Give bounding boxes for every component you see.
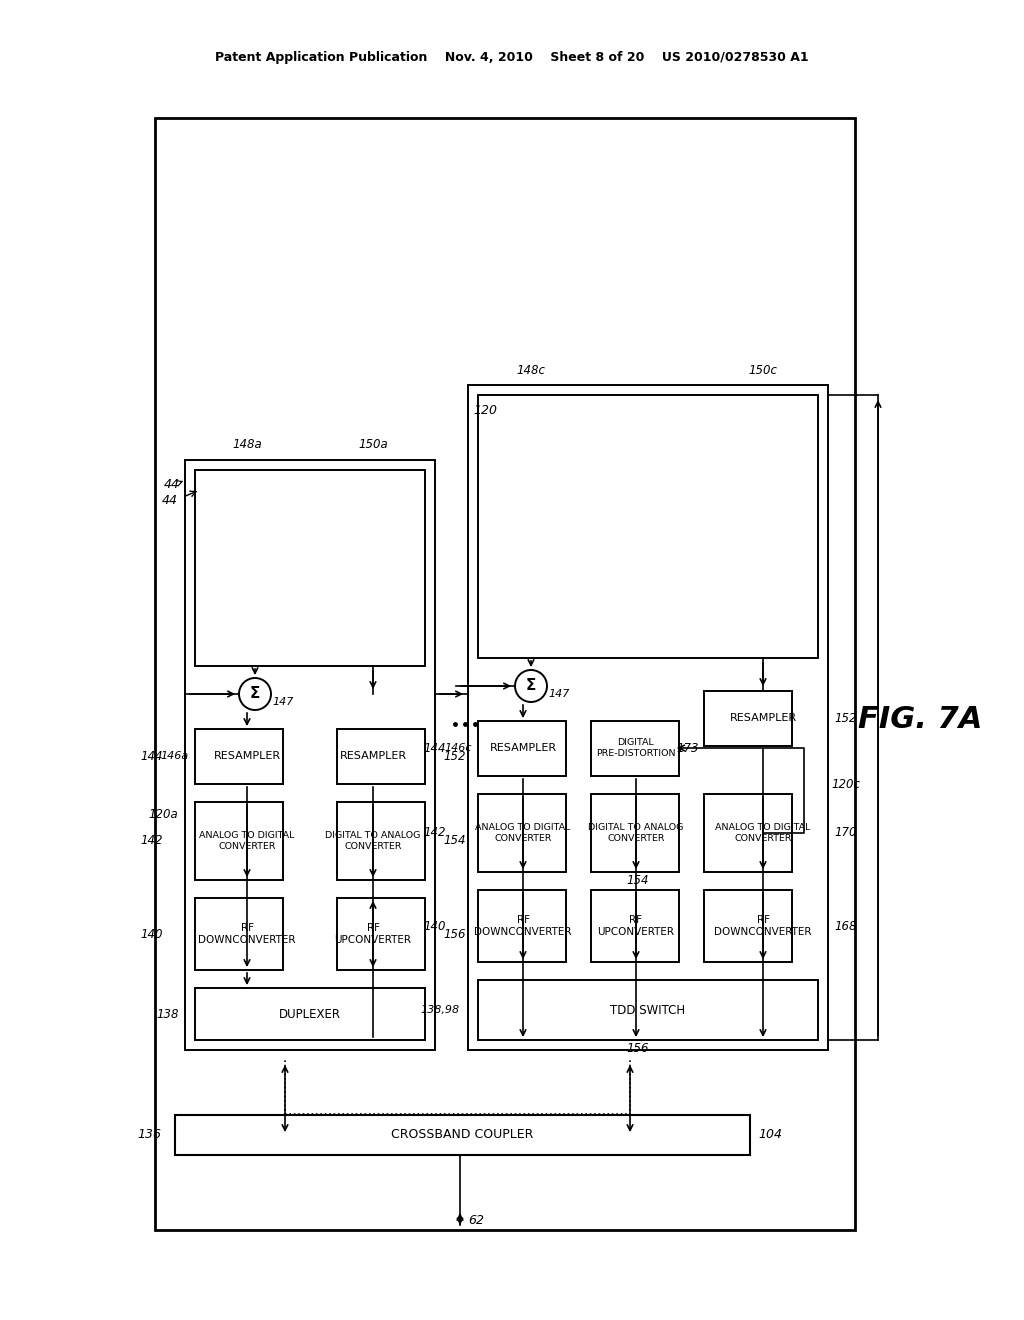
Text: DIGITAL
PRE-DISTORTION: DIGITAL PRE-DISTORTION (596, 738, 676, 758)
Text: ANALOG TO DIGITAL
CONVERTER: ANALOG TO DIGITAL CONVERTER (200, 832, 295, 850)
Text: 156: 156 (627, 1041, 649, 1055)
Bar (195, 898, 283, 970)
Text: 170: 170 (835, 826, 857, 840)
Bar (195, 987, 425, 1040)
Bar (478, 795, 566, 873)
Text: 156: 156 (443, 928, 466, 940)
Text: 138,98: 138,98 (421, 1005, 460, 1015)
Text: 140: 140 (140, 928, 163, 940)
Bar (337, 803, 425, 880)
Text: RESAMPLER: RESAMPLER (213, 751, 281, 762)
Text: 146c: 146c (444, 743, 472, 752)
Text: RESAMPLER: RESAMPLER (729, 713, 797, 723)
Text: 146a: 146a (161, 751, 189, 762)
Bar (705, 795, 792, 873)
Text: 154: 154 (443, 834, 466, 847)
Bar (195, 803, 283, 880)
Text: FIG. 7A: FIG. 7A (858, 705, 982, 734)
Text: 104: 104 (758, 1129, 782, 1142)
Text: 150a: 150a (358, 438, 388, 451)
Bar (705, 690, 792, 746)
Text: 142: 142 (140, 834, 163, 847)
Text: 144: 144 (140, 750, 163, 763)
Text: ANALOG TO DIGITAL
CONVERTER: ANALOG TO DIGITAL CONVERTER (716, 824, 811, 842)
Text: 168: 168 (835, 920, 857, 932)
Text: 138: 138 (157, 1007, 179, 1020)
Text: 142: 142 (424, 826, 446, 840)
Bar (478, 395, 818, 657)
Text: 154: 154 (627, 874, 649, 887)
Bar (591, 795, 679, 873)
Text: Σ: Σ (525, 678, 537, 693)
Text: RF
DOWNCONVERTER: RF DOWNCONVERTER (715, 915, 812, 937)
Text: 44: 44 (162, 494, 178, 507)
Text: 120c: 120c (831, 777, 860, 791)
Text: 147: 147 (272, 697, 294, 708)
Text: 120a: 120a (148, 808, 178, 821)
Text: Σ: Σ (250, 686, 260, 701)
Text: 152: 152 (443, 750, 466, 763)
Bar (195, 729, 283, 784)
Bar (337, 729, 425, 784)
Text: 140: 140 (424, 920, 446, 932)
Text: RF
DOWNCONVERTER: RF DOWNCONVERTER (474, 915, 571, 937)
Text: 120: 120 (473, 404, 497, 417)
Text: Patent Application Publication    Nov. 4, 2010    Sheet 8 of 20    US 2010/02785: Patent Application Publication Nov. 4, 2… (215, 51, 809, 65)
Text: ANALOG TO DIGITAL
CONVERTER: ANALOG TO DIGITAL CONVERTER (475, 824, 570, 842)
Text: RF
DOWNCONVERTER: RF DOWNCONVERTER (199, 923, 296, 945)
Bar (195, 470, 425, 667)
Bar (468, 385, 828, 1049)
Text: RESAMPLER: RESAMPLER (339, 751, 407, 762)
Text: DIGITAL TO ANALOG
CONVERTER: DIGITAL TO ANALOG CONVERTER (326, 832, 421, 850)
Text: CROSSBAND COUPLER: CROSSBAND COUPLER (391, 1129, 534, 1142)
Text: 148c: 148c (516, 363, 546, 376)
Text: 62: 62 (468, 1213, 484, 1226)
Text: DUPLEXER: DUPLEXER (279, 1007, 341, 1020)
Bar (175, 1115, 750, 1155)
Text: 173: 173 (677, 742, 699, 755)
Bar (478, 890, 566, 962)
Bar (705, 890, 792, 962)
Text: 147: 147 (548, 689, 569, 700)
Text: 148a: 148a (232, 438, 262, 451)
Text: 144: 144 (424, 742, 446, 755)
Text: RF
UPCONVERTER: RF UPCONVERTER (335, 923, 412, 945)
Bar (337, 898, 425, 970)
Bar (478, 721, 566, 776)
Bar (185, 459, 435, 1049)
Text: DIGITAL TO ANALOG
CONVERTER: DIGITAL TO ANALOG CONVERTER (589, 824, 684, 842)
Bar (155, 117, 855, 1230)
Text: RF
UPCONVERTER: RF UPCONVERTER (597, 915, 675, 937)
Text: 150c: 150c (749, 363, 777, 376)
Bar (591, 721, 679, 776)
Text: 136: 136 (137, 1129, 161, 1142)
Bar (591, 890, 679, 962)
Text: TDD SWITCH: TDD SWITCH (610, 1003, 685, 1016)
Text: 152: 152 (835, 711, 857, 725)
Text: 44: 44 (164, 479, 180, 491)
Bar (478, 979, 818, 1040)
Text: RESAMPLER: RESAMPLER (489, 743, 557, 752)
